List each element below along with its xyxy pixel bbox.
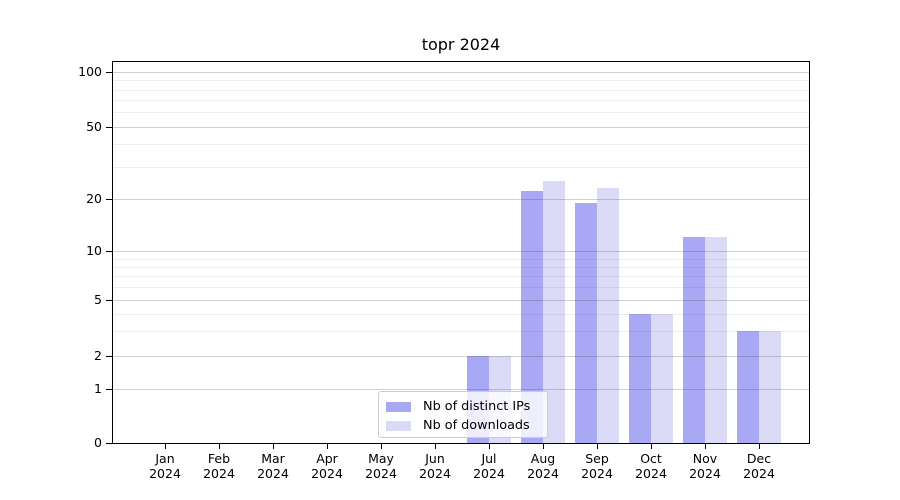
bar-distinct-ips-aug: [521, 191, 543, 443]
legend-row-distinct-ips: Nb of distinct IPs: [379, 397, 547, 416]
x-tick-label-sep: Sep 2024: [581, 451, 613, 481]
y-tick-mark-5: [106, 300, 112, 301]
y-tick-mark-1: [106, 389, 112, 390]
x-tick-mark-mar: [273, 444, 274, 449]
legend: Nb of distinct IPs Nb of downloads: [378, 391, 548, 438]
bar-distinct-ips-dec: [737, 331, 759, 443]
x-tick-mark-nov: [705, 444, 706, 449]
legend-row-downloads: Nb of downloads: [379, 416, 547, 435]
x-tick-mark-aug: [543, 444, 544, 449]
plot-area: [112, 61, 810, 444]
bars-layer: [113, 62, 809, 443]
legend-label-downloads: Nb of downloads: [423, 418, 530, 433]
y-tick-label-5: 5: [94, 292, 102, 307]
y-tick-mark-10: [106, 251, 112, 252]
x-tick-label-feb: Feb 2024: [203, 451, 235, 481]
chart-title: topr 2024: [421, 35, 501, 54]
legend-label-distinct-ips: Nb of distinct IPs: [423, 399, 531, 414]
bar-downloads-oct: [651, 313, 673, 443]
x-tick-label-nov: Nov 2024: [689, 451, 721, 481]
y-tick-label-50: 50: [86, 119, 102, 134]
y-tick-mark-2: [106, 356, 112, 357]
y-tick-mark-20: [106, 199, 112, 200]
y-tick-label-2: 2: [94, 348, 102, 363]
x-tick-mark-jan: [165, 444, 166, 449]
y-tick-mark-50: [106, 127, 112, 128]
bar-downloads-sep: [597, 187, 619, 443]
x-tick-label-mar: Mar 2024: [257, 451, 289, 481]
x-tick-label-oct: Oct 2024: [635, 451, 667, 481]
x-tick-label-jun: Jun 2024: [419, 451, 451, 481]
bar-downloads-dec: [759, 331, 781, 443]
x-tick-mark-apr: [327, 444, 328, 449]
bar-distinct-ips-nov: [683, 237, 705, 443]
legend-swatch-distinct-ips-icon: [386, 401, 411, 412]
x-tick-mark-oct: [651, 444, 652, 449]
bar-downloads-nov: [705, 237, 727, 443]
y-tick-label-10: 10: [86, 243, 102, 258]
x-tick-label-apr: Apr 2024: [311, 451, 343, 481]
bar-downloads-aug: [543, 181, 565, 443]
bar-distinct-ips-sep: [575, 202, 597, 443]
y-tick-mark-0: [106, 443, 112, 444]
x-tick-mark-jun: [435, 444, 436, 449]
y-tick-label-1: 1: [94, 381, 102, 396]
y-tick-label-0: 0: [94, 435, 102, 450]
x-tick-label-jul: Jul 2024: [473, 451, 505, 481]
y-tick-label-20: 20: [86, 191, 102, 206]
bar-distinct-ips-oct: [629, 313, 651, 443]
x-tick-label-may: May 2024: [365, 451, 397, 481]
x-tick-mark-jul: [489, 444, 490, 449]
x-tick-mark-may: [381, 444, 382, 449]
x-tick-label-jan: Jan 2024: [149, 451, 181, 481]
x-tick-mark-sep: [597, 444, 598, 449]
y-tick-mark-100: [106, 72, 112, 73]
legend-swatch-downloads-icon: [386, 420, 411, 431]
x-tick-mark-dec: [759, 444, 760, 449]
x-tick-mark-feb: [219, 444, 220, 449]
y-tick-label-100: 100: [78, 64, 102, 79]
x-tick-label-aug: Aug 2024: [527, 451, 559, 481]
x-tick-label-dec: Dec 2024: [743, 451, 775, 481]
